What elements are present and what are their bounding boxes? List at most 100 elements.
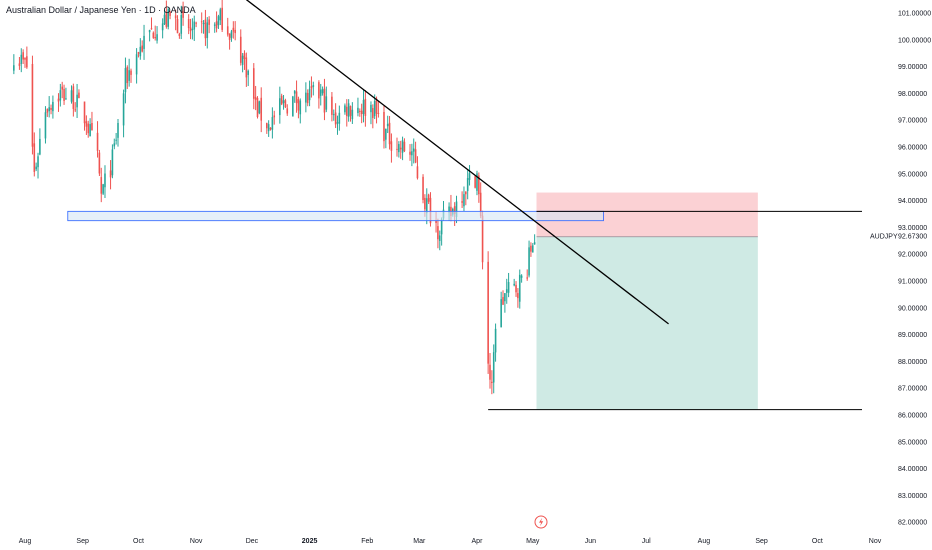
- candle-body: [500, 299, 502, 328]
- candle-body: [292, 96, 294, 117]
- time-tick-label: Jun: [585, 538, 596, 545]
- candle-body: [375, 98, 378, 114]
- candle-body: [50, 107, 52, 110]
- resistance-zone[interactable]: [67, 210, 604, 222]
- time-tick-label: Aug: [19, 538, 32, 545]
- candle-body: [245, 57, 248, 78]
- price-tick-label: 86.00000: [898, 413, 927, 420]
- time-tick-label: May: [526, 538, 540, 545]
- candle-body: [241, 55, 244, 65]
- candle-body: [100, 177, 103, 194]
- candle-body: [491, 381, 493, 384]
- candle-body: [299, 100, 302, 115]
- candle-body: [271, 117, 274, 130]
- price-tick-label: 94.00000: [898, 198, 927, 205]
- candle-body: [124, 68, 127, 93]
- candle-body: [279, 98, 281, 116]
- candle-body: [169, 11, 171, 16]
- candle-body: [487, 261, 489, 364]
- candle-body: [98, 152, 101, 174]
- time-tick-label: Oct: [812, 538, 823, 545]
- trendline[interactable]: [245, 0, 669, 325]
- candle-body: [286, 108, 289, 114]
- price-tick-label: 93.00000: [898, 225, 927, 232]
- candle-body: [293, 90, 296, 94]
- candle-body: [383, 111, 385, 142]
- candle-body: [372, 108, 374, 118]
- time-tick-label: Nov: [190, 538, 203, 545]
- candle-body: [437, 226, 439, 240]
- candle-body: [494, 328, 497, 353]
- candle-body: [74, 109, 77, 111]
- candle-body: [139, 46, 142, 57]
- price-tick-label: 92.00000: [898, 252, 927, 259]
- candle-body: [401, 140, 404, 153]
- price-tick-label: 87.00000: [898, 386, 927, 393]
- candle-body: [256, 98, 259, 117]
- candle-body: [52, 101, 54, 112]
- candle-body: [429, 197, 432, 224]
- candle-body: [427, 194, 430, 202]
- price-tick-label: 84.00000: [898, 466, 927, 473]
- candle-body: [398, 144, 400, 153]
- candle-body: [89, 124, 91, 137]
- price-tick-label: 98.00000: [898, 91, 927, 98]
- candle-body: [297, 99, 300, 111]
- candle-body: [386, 123, 389, 127]
- candle-body: [347, 103, 350, 117]
- candle-body: [478, 175, 480, 195]
- candle-body: [399, 147, 402, 150]
- candle-body: [39, 138, 41, 155]
- price-tick-label: 90.00000: [898, 305, 927, 312]
- candle-body: [507, 282, 510, 293]
- candle-body: [215, 21, 218, 29]
- candle-body: [189, 27, 192, 32]
- candle-body: [338, 112, 341, 124]
- candle-body: [349, 106, 352, 116]
- candle-body: [284, 100, 287, 108]
- candle-body: [204, 19, 207, 39]
- candle-body: [163, 14, 166, 25]
- candle-body: [517, 293, 519, 299]
- price-axis[interactable]: 101.00000 100.00000 99.00000 98.00000 97.000…: [870, 11, 931, 527]
- candle-body: [336, 122, 339, 124]
- candle-body: [312, 85, 315, 87]
- candle-body: [44, 112, 47, 139]
- candle-body: [161, 23, 164, 31]
- candle-body: [422, 176, 424, 200]
- price-tick-label: 85.00000: [898, 439, 927, 446]
- lightning-icon[interactable]: [534, 515, 548, 529]
- candle-body: [91, 122, 93, 131]
- candle-body: [48, 107, 50, 112]
- candle-body: [412, 148, 415, 152]
- candle-body: [111, 149, 114, 176]
- candle-body: [505, 289, 508, 293]
- candle-body: [476, 173, 478, 191]
- candle-body: [31, 63, 34, 147]
- candle-body: [310, 86, 313, 89]
- take-profit-zone[interactable]: [536, 236, 758, 410]
- candle-body: [396, 148, 398, 150]
- candle-body: [104, 173, 106, 188]
- candle-body: [282, 100, 285, 104]
- price-tick-label: 89.00000: [898, 332, 927, 339]
- candle-body: [96, 132, 99, 151]
- time-axis[interactable]: Aug Sep Oct Nov Dec 2025 Feb Mar Apr May Jun Jul Aug…: [19, 538, 882, 545]
- price-tick-label: 101.00000: [898, 11, 931, 18]
- candle-body: [193, 21, 196, 30]
- candle-body: [438, 235, 441, 241]
- candle-body: [323, 88, 326, 113]
- candle-body: [411, 151, 413, 156]
- candle-body: [489, 364, 491, 380]
- candle-body: [113, 143, 116, 147]
- candle-body: [504, 293, 506, 302]
- candle-body: [351, 109, 354, 120]
- candle-body: [448, 206, 450, 213]
- candle-body: [266, 123, 268, 129]
- candle-body: [325, 96, 328, 110]
- candle-body: [85, 121, 88, 127]
- candle-body: [239, 36, 242, 63]
- candle-body: [206, 22, 209, 38]
- candle-body: [22, 52, 24, 60]
